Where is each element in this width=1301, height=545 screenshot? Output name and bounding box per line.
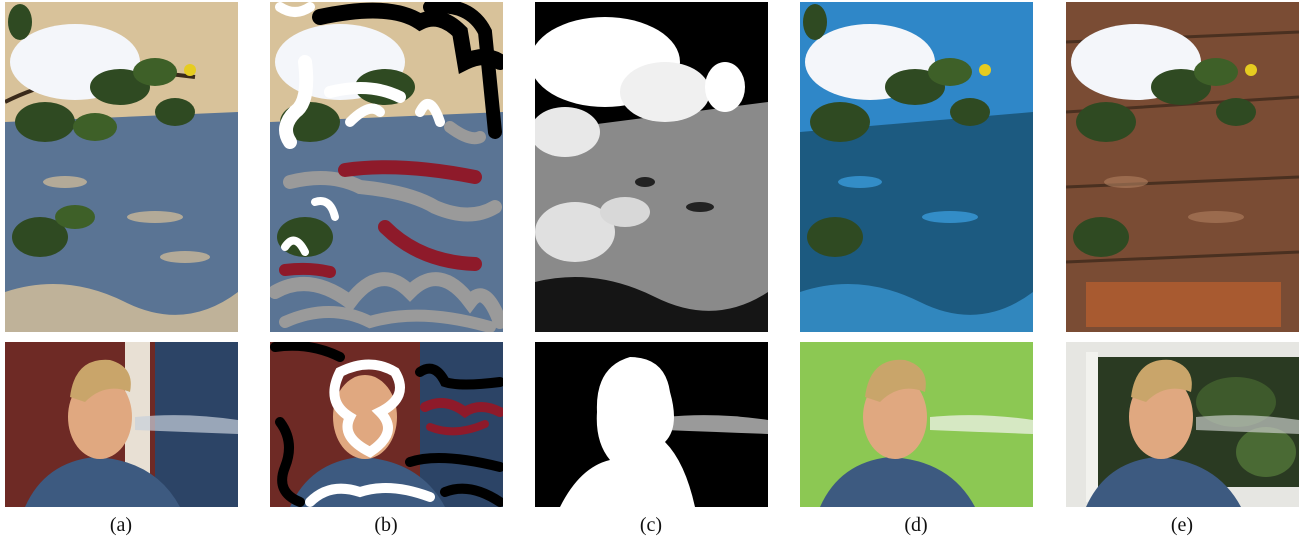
panel-e-snow-composite-brick <box>1066 2 1299 332</box>
caption-d: (d) <box>904 514 928 536</box>
panel-d-man-composite-green <box>800 342 1033 507</box>
snow-scribbles-image <box>270 2 503 332</box>
panel-b-snow-scribbles <box>270 2 503 332</box>
snow-composite-blue-image <box>800 2 1033 332</box>
snow-composite-brick-image <box>1066 2 1299 332</box>
panel-c-man-matte <box>535 342 768 507</box>
caption-e: (e) <box>1170 514 1194 536</box>
man-matte-image <box>535 342 768 507</box>
man-composite-green-image <box>800 342 1033 507</box>
panel-a-snow-input <box>5 2 238 332</box>
snow-matte-image <box>535 2 768 332</box>
snow-input-image <box>5 2 238 332</box>
panel-b-man-scribbles <box>270 342 503 507</box>
caption-c: (c) <box>639 514 663 536</box>
panel-a-man-input <box>5 342 238 507</box>
panel-e-man-composite-window <box>1066 342 1299 507</box>
man-composite-window-image <box>1066 342 1299 507</box>
man-scribbles-image <box>270 342 503 507</box>
man-input-image <box>5 342 238 507</box>
panel-d-snow-composite-blue <box>800 2 1033 332</box>
caption-b: (b) <box>374 514 398 536</box>
panel-c-snow-matte <box>535 2 768 332</box>
caption-a: (a) <box>109 514 133 536</box>
